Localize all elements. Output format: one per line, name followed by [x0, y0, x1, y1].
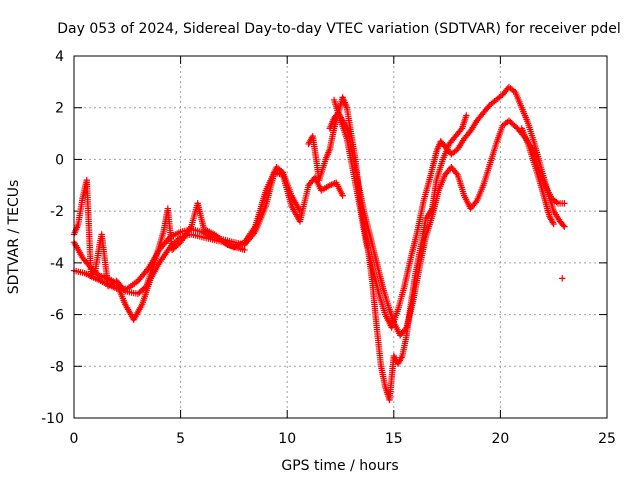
data-point	[141, 284, 149, 291]
y-tick-label: -10	[41, 411, 64, 427]
y-tick-label: -2	[50, 204, 64, 220]
y-tick-label: 0	[55, 152, 64, 168]
data-point	[560, 222, 567, 229]
x-tick-label: 5	[176, 431, 185, 447]
x-tick-labels: 0 5 10 15 20 25	[70, 431, 616, 447]
x-tick-label: 25	[598, 431, 616, 447]
y-tick-label: 2	[55, 101, 64, 117]
x-axis-label: GPS time / hours	[281, 458, 398, 474]
y-tick-label: -6	[50, 308, 64, 324]
data-point	[296, 207, 304, 215]
data-points	[70, 83, 568, 404]
x-tick-label: 10	[278, 431, 296, 447]
chart-title: Day 053 of 2024, Sidereal Day-to-day VTE…	[57, 21, 621, 37]
data-point	[561, 200, 568, 207]
x-tick-label: 15	[385, 431, 403, 447]
y-tick-label: -8	[50, 359, 64, 375]
data-point	[339, 192, 346, 199]
y-tick-label: 4	[55, 49, 64, 65]
y-tick-labels: -10 -8 -6 -4 -2 0 2 4	[41, 49, 64, 427]
x-tick-label: 20	[491, 431, 509, 447]
data-point	[561, 223, 568, 230]
x-tick-label: 0	[70, 431, 79, 447]
data-point	[120, 286, 128, 294]
plot-frame	[73, 55, 608, 419]
y-tick-label: -4	[50, 256, 64, 272]
data-point	[550, 220, 557, 228]
y-axis-label: SDTVAR / TECUs	[6, 180, 22, 295]
data-point	[463, 112, 470, 119]
data-point	[241, 246, 248, 254]
data-point	[91, 268, 98, 276]
data-point	[559, 275, 566, 282]
